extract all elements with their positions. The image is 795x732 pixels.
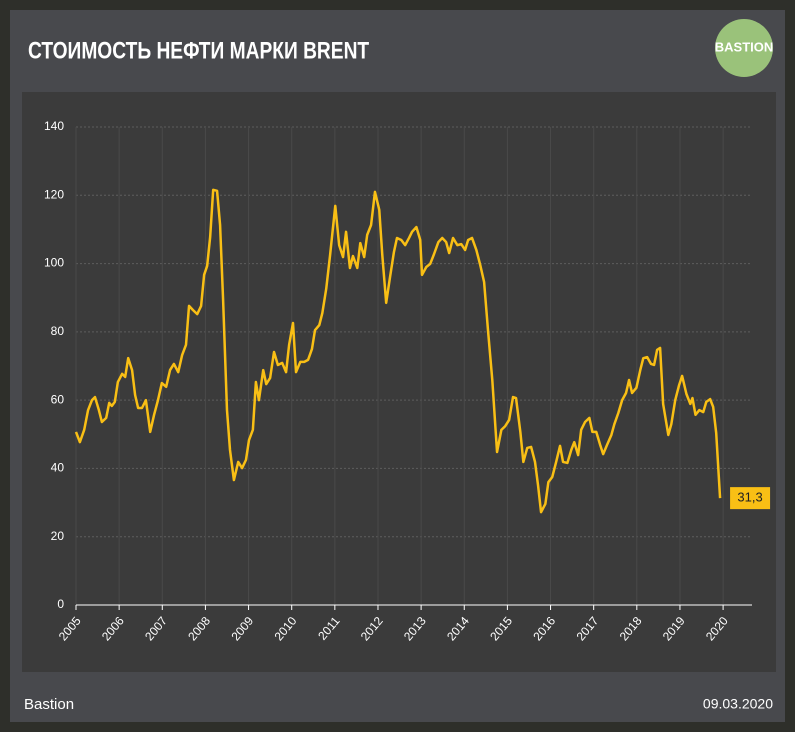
title: СТОИМОСТЬ НЕФТИ МАРКИ BRENT <box>28 36 370 64</box>
price-line <box>74 188 722 514</box>
plot-panel <box>22 92 776 672</box>
footer-date: 09.03.2020 <box>703 696 773 712</box>
y-tick-label: 140 <box>44 119 64 133</box>
y-tick-label: 60 <box>51 392 65 406</box>
footer-source: Bastion <box>24 696 74 713</box>
y-tick-label: 40 <box>51 461 65 475</box>
y-tick-label: 100 <box>44 256 64 270</box>
y-tick-label: 0 <box>57 597 64 611</box>
logo <box>715 19 773 77</box>
end-label: 31,3 <box>737 490 762 505</box>
y-tick-label: 80 <box>51 324 65 338</box>
y-tick-label: 120 <box>44 187 64 201</box>
end-label-box <box>730 487 771 510</box>
logo-text: BASTION <box>715 39 774 54</box>
y-tick-label: 20 <box>51 529 65 543</box>
